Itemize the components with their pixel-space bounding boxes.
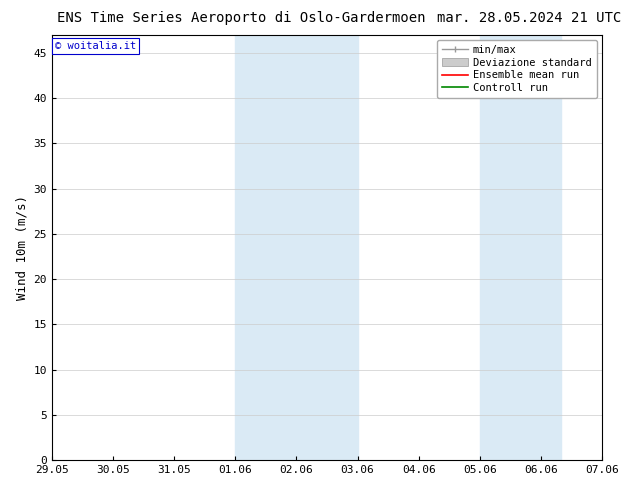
Legend: min/max, Deviazione standard, Ensemble mean run, Controll run: min/max, Deviazione standard, Ensemble m… (436, 40, 597, 98)
Bar (480, 35, 561, 460)
Text: © woitalia.it: © woitalia.it (55, 41, 136, 51)
Y-axis label: Wind 10m (m/s): Wind 10m (m/s) (15, 195, 28, 300)
Text: mar. 28.05.2024 21 UTC: mar. 28.05.2024 21 UTC (437, 11, 621, 25)
Text: ENS Time Series Aeroporto di Oslo-Gardermoen: ENS Time Series Aeroporto di Oslo-Garder… (57, 11, 425, 25)
Bar (235, 35, 358, 460)
